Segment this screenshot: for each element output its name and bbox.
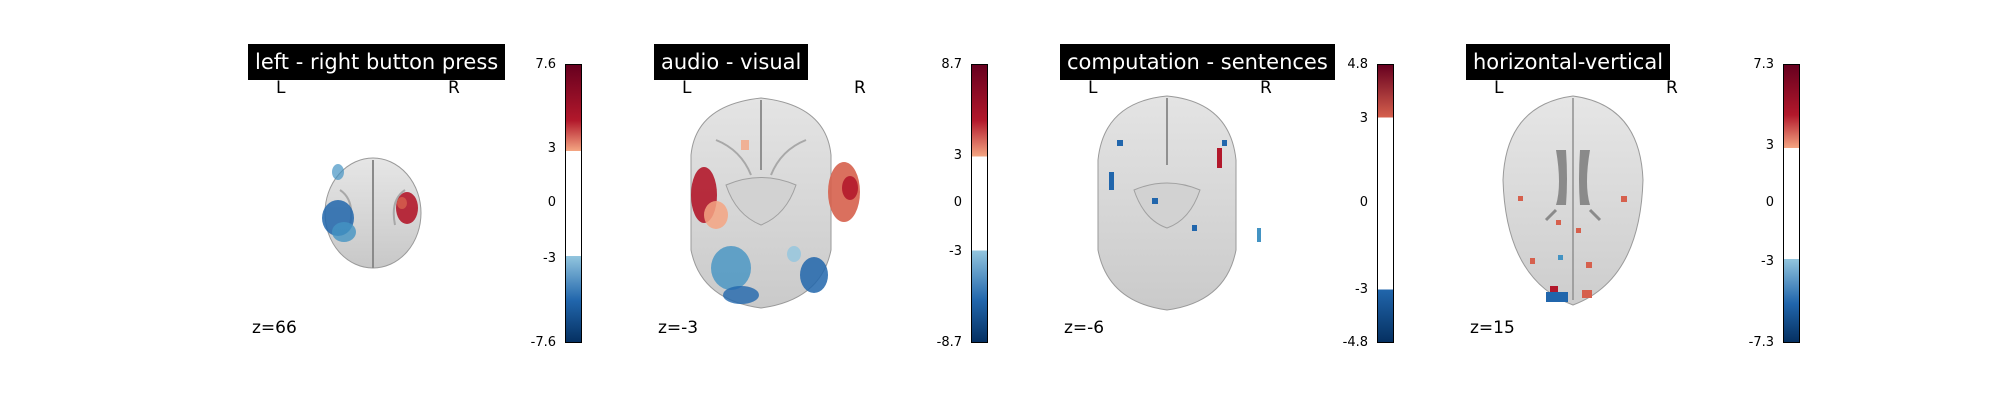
colorbar (1783, 64, 1800, 343)
brain-slice-3 (1097, 95, 1261, 311)
right-orientation-label: R (448, 78, 460, 98)
colorbar (971, 64, 988, 343)
slice-coordinate: z=-3 (658, 318, 699, 338)
brain-slice-4 (1502, 95, 1644, 306)
right-orientation-label: R (1666, 78, 1678, 98)
colorbar-pos-threshold: 3 (1359, 111, 1368, 126)
colorbar-min: -8.7 (936, 335, 962, 350)
left-orientation-label: L (682, 78, 692, 98)
colorbar (1377, 64, 1394, 343)
colorbar-neg-threshold: -3 (1761, 254, 1774, 269)
panel-title: left - right button press (248, 44, 506, 80)
brain-slice-1 (322, 157, 422, 269)
brain-panel-2: audio - visual L R z=-3 8.7 3 0 -3 -8.7 (626, 0, 1096, 400)
colorbar-neg-threshold: -3 (1355, 282, 1368, 297)
panel-title: computation - sentences (1060, 44, 1335, 80)
brain-slice-2 (690, 97, 860, 309)
colorbar-max: 7.3 (1753, 57, 1774, 72)
left-orientation-label: L (276, 78, 286, 98)
right-orientation-label: R (1260, 78, 1272, 98)
colorbar-neg-threshold: -3 (949, 244, 962, 259)
colorbar-min: -4.8 (1342, 335, 1368, 350)
brain-panel-3: computation - sentences L R z=-6 4.8 3 0… (1032, 0, 1502, 400)
colorbar-min: -7.6 (530, 335, 556, 350)
brain-panel-4: horizontal-vertical L R z=15 7.3 3 0 -3 … (1438, 0, 1908, 400)
colorbar-zero: 0 (1765, 195, 1774, 210)
slice-coordinate: z=15 (1470, 318, 1515, 338)
colorbar-max: 7.6 (535, 57, 556, 72)
panel-title: horizontal-vertical (1466, 44, 1671, 80)
right-orientation-label: R (854, 78, 866, 98)
slice-coordinate: z=66 (252, 318, 297, 338)
colorbar-zero: 0 (547, 195, 556, 210)
left-orientation-label: L (1088, 78, 1098, 98)
colorbar-max: 4.8 (1347, 57, 1368, 72)
colorbar-pos-threshold: 3 (547, 141, 556, 156)
colorbar-pos-threshold: 3 (953, 148, 962, 163)
colorbar-zero: 0 (953, 195, 962, 210)
colorbar-min: -7.3 (1748, 335, 1774, 350)
colorbar (565, 64, 582, 343)
slice-coordinate: z=-6 (1064, 318, 1105, 338)
colorbar-pos-threshold: 3 (1765, 138, 1774, 153)
brain-panel-1: left - right button press L R z=66 7.6 3… (220, 0, 690, 400)
panel-title: audio - visual (654, 44, 809, 80)
colorbar-neg-threshold: -3 (543, 251, 556, 266)
colorbar-zero: 0 (1359, 195, 1368, 210)
left-orientation-label: L (1494, 78, 1504, 98)
colorbar-max: 8.7 (941, 57, 962, 72)
